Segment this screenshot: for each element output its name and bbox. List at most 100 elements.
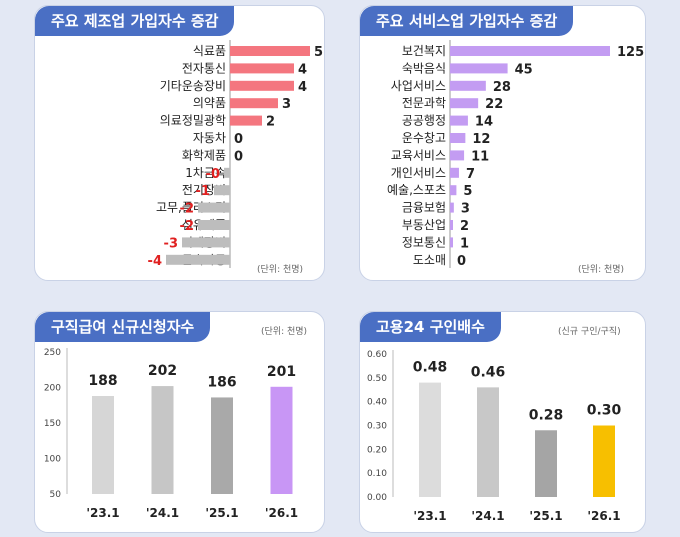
bar [270,386,293,494]
bar [214,185,230,196]
value-label: 186 [207,374,236,390]
value-label: 2 [266,115,275,130]
y-tick-label: 250 [44,348,61,358]
jobseek-chart: 50 100 150 200 250 188 '23.1 202 '24.1 186 '25.1 20… [44,348,298,520]
value-label: -0 [206,167,220,182]
bar [450,63,508,74]
value-label: -4 [148,254,162,269]
value-label: -2 [180,219,194,234]
category-label: '24.1 [471,509,504,523]
value-label: 45 [515,62,533,77]
value-label: 4 [298,62,307,77]
bar [419,382,441,497]
value-label: 0 [234,149,243,164]
bar [450,133,466,143]
bar [450,185,457,196]
bar [230,98,278,109]
category-label: 1차금속 [185,166,226,180]
value-label: 11 [471,149,489,164]
category-label: '25.1 [529,509,562,523]
services-unit: (단위: 천명) [578,265,625,275]
bar [230,63,294,74]
bar [166,254,230,265]
jobseek-panel: 구직급여 신규신청자수 (단위: 천명) 50 100 150 200 250 188 '2… [34,311,325,533]
bar [151,386,174,494]
value-label: 0.46 [471,364,506,380]
bar [450,167,459,178]
value-label: 0.30 [587,403,622,419]
category-label: 사업서비스 [391,79,446,93]
value-label: 0.48 [413,360,448,376]
value-label: 202 [148,363,177,379]
value-label: 5 [314,45,323,60]
bar [450,237,453,248]
value-label: 0 [457,254,466,269]
y-tick-label: 100 [44,455,61,465]
bar [477,387,499,497]
y-tick-label: 0.50 [367,374,387,384]
category-label: 전자통신 [182,61,226,75]
bar [182,237,230,248]
jobseek-title: 구직급여 신규신청자수 [35,312,211,342]
category-label: 전문과학 [402,96,446,110]
category-label: 교육서비스 [391,148,446,162]
y-tick-label: 0.60 [367,350,387,360]
category-label: 화학제품 [182,148,226,162]
category-label: 금융보험 [402,201,446,215]
y-tick-label: 200 [44,384,61,394]
value-label: 7 [466,167,475,182]
category-label: '24.1 [146,506,179,520]
bar [230,115,262,126]
ratio-chart: 0.00 0.10 0.20 0.30 0.40 0.50 0.60 0.48 '23.1 0.4… [367,350,622,523]
value-label: 1 [460,236,469,251]
value-label: -2 [180,202,194,217]
value-label: 4 [298,80,307,95]
category-label: 의료정밀광학 [160,114,226,128]
y-tick-label: 0.30 [367,422,387,432]
services-panel: 주요 서비스업 가입자수 증감 보건복지 125 숙박음식 45 사업서비스 28 전문과학… [359,5,646,281]
bar [450,202,454,213]
category-label: 예술,스포츠 [387,183,446,197]
category-label: 보건복지 [402,44,446,58]
value-label: 3 [282,97,291,112]
bar [450,46,610,56]
bar [198,202,230,213]
category-label: 숙박음식 [402,61,446,75]
y-tick-label: 0.00 [367,493,387,503]
category-label: '23.1 [86,506,119,520]
category-label: 운수창고 [402,131,446,145]
value-label: 12 [472,132,490,147]
bar [230,46,310,56]
category-label: 도소매 [413,253,446,267]
category-label: 정보통신 [402,235,446,249]
category-label: '26.1 [587,509,620,523]
value-label: 3 [461,202,470,217]
bar [450,220,453,230]
bar [450,98,479,109]
category-label: '23.1 [413,509,446,523]
bar [224,167,230,178]
category-label: 기타운송장비 [160,79,226,93]
ratio-unit: (신규 구인/구직) [558,327,621,337]
value-label: -3 [164,236,178,251]
value-label: 2 [460,219,469,234]
jobseek-unit: (단위: 천명) [261,327,308,337]
y-tick-label: 0.20 [367,445,387,455]
value-label: 22 [485,97,503,112]
value-label: -1 [196,184,210,199]
bar [593,425,615,497]
category-label: 식료품 [193,44,226,58]
value-label: 28 [493,80,511,95]
value-label: 14 [475,115,493,130]
manufacturing-unit: (단위: 천명) [257,265,304,275]
bar [450,115,468,126]
value-label: 5 [463,184,472,199]
category-label: 부동산업 [402,218,446,232]
bar [198,220,230,230]
services-title: 주요 서비스업 가입자수 증감 [360,6,574,36]
category-label: 자동차 [193,131,226,145]
bar [450,150,465,161]
bar [92,396,114,494]
y-tick-label: 150 [44,419,61,429]
